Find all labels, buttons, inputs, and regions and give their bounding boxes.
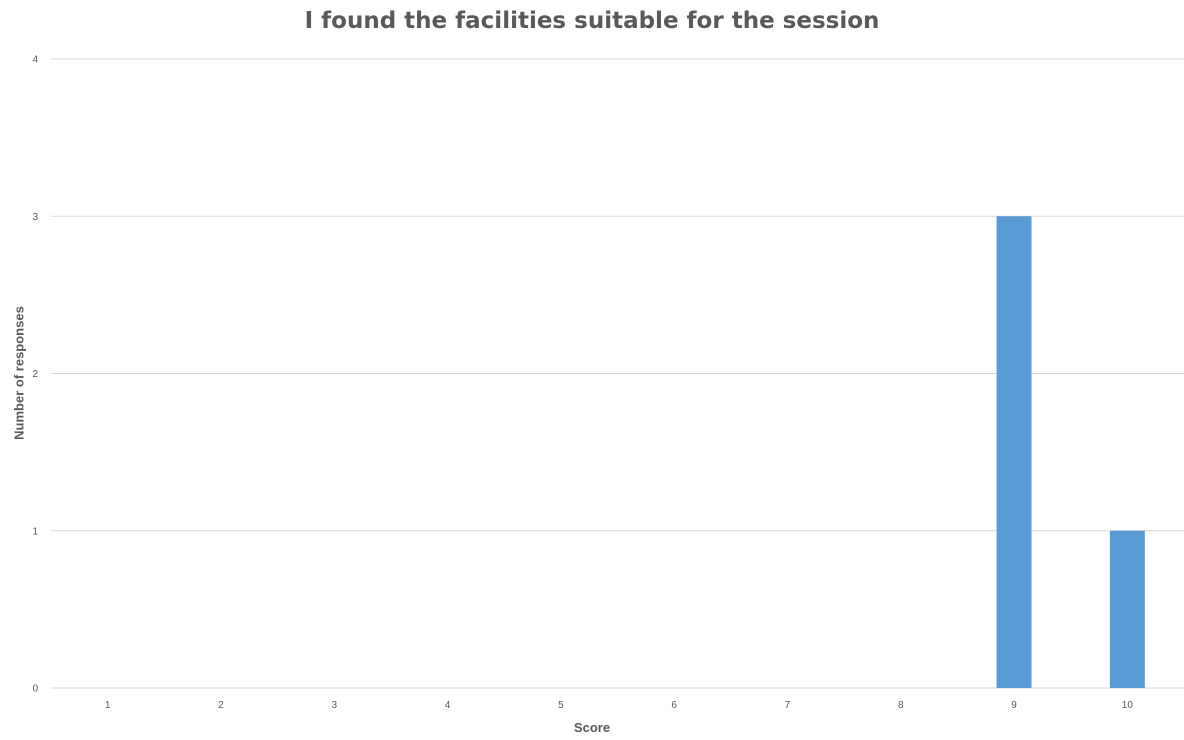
y-tick-label: 1 (32, 526, 38, 537)
x-tick-label: 1 (105, 700, 111, 711)
x-tick-label: 4 (445, 700, 451, 711)
x-tick-label: 2 (218, 700, 224, 711)
bar (1109, 530, 1145, 688)
x-axis-label: Score (573, 720, 611, 735)
x-tick-label: 5 (558, 700, 564, 711)
y-tick-label: 4 (32, 55, 38, 66)
x-tick-label: 3 (331, 700, 337, 711)
x-tick-label: 6 (671, 700, 677, 711)
x-tick-label: 8 (898, 700, 904, 711)
bar (996, 216, 1032, 688)
y-tick-label: 2 (32, 369, 38, 380)
x-tick-label: 7 (785, 700, 791, 711)
x-tick-label: 9 (1011, 700, 1017, 711)
chart-title: I found the facilities suitable for the … (304, 8, 880, 34)
y-tick-label: 0 (32, 684, 38, 695)
x-tick-label: 10 (1122, 700, 1134, 711)
y-tick-label: 3 (32, 212, 38, 223)
